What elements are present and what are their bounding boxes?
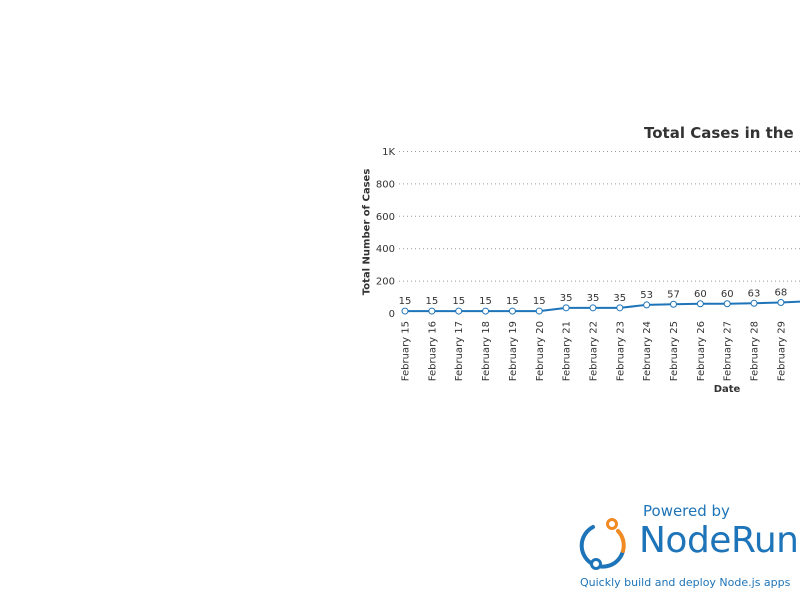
data-point[interactable]: [616, 304, 624, 312]
gridlines: [399, 151, 800, 282]
data-point[interactable]: [696, 300, 704, 308]
data-point[interactable]: [508, 307, 516, 315]
noderun-tagline: Quickly build and deploy Node.js apps: [580, 576, 791, 589]
chart-title: Total Cases in the U: [644, 124, 800, 142]
data-label: 60: [694, 289, 707, 300]
data-point[interactable]: [589, 304, 597, 312]
data-label: 68: [775, 287, 788, 298]
data-label: 60: [721, 289, 734, 300]
x-tick-label: February 16: [427, 321, 438, 381]
x-tick-label: February 24: [642, 321, 653, 381]
data-point[interactable]: [777, 298, 785, 306]
x-tick-label: February 27: [723, 321, 734, 381]
x-tick-label: February 18: [481, 321, 492, 381]
data-label: 15: [399, 296, 412, 307]
x-axis-title: Date: [714, 384, 741, 395]
y-tick-label: 0: [389, 309, 395, 320]
x-tick-label: February 15: [401, 321, 412, 381]
x-tick-label: February 17: [454, 321, 465, 381]
x-tick-label: February 28: [750, 321, 761, 381]
noderun-wordmark: NodeRun: [639, 520, 799, 561]
y-axis-tick-labels: 0 200 400 600 800 1K: [376, 147, 396, 320]
x-tick-label: February 23: [615, 321, 626, 381]
x-tick-label: February 26: [696, 321, 707, 381]
data-label: 63: [748, 288, 761, 299]
x-tick-label: February 19: [508, 321, 519, 381]
data-point[interactable]: [428, 307, 436, 315]
series-line: [405, 300, 800, 313]
data-point[interactable]: [643, 301, 651, 309]
data-label: 35: [613, 293, 626, 304]
x-tick-label: February 22: [588, 321, 599, 381]
x-axis-tick-labels: February 15 February 16 February 17 Februar…: [401, 321, 788, 381]
data-label: 15: [479, 296, 492, 307]
x-tick-label: February 21: [562, 321, 573, 381]
y-tick-label: 200: [376, 277, 395, 288]
data-label: 35: [587, 293, 600, 304]
data-point[interactable]: [401, 307, 409, 315]
x-tick-label: February 29: [776, 321, 787, 381]
data-label: 15: [425, 296, 438, 307]
data-label: 15: [452, 296, 465, 307]
data-point[interactable]: [750, 299, 758, 307]
data-point[interactable]: [535, 307, 543, 315]
noderun-branding[interactable]: Powered by NodeRun Quickly build and dep…: [578, 500, 800, 600]
x-tick-label: February 25: [669, 321, 680, 381]
data-point[interactable]: [723, 300, 731, 308]
y-tick-label: 600: [376, 212, 395, 223]
series-group: [401, 298, 800, 315]
y-axis-title: Total Number of Cases: [362, 169, 373, 296]
data-label: 15: [506, 296, 519, 307]
y-tick-label: 800: [376, 179, 395, 190]
data-point[interactable]: [562, 304, 570, 312]
data-labels: 15 15 15 15 15 15 35 35 35 53 57 60 60 63 68: [399, 287, 788, 307]
data-point[interactable]: [482, 307, 490, 315]
y-tick-label: 400: [376, 244, 395, 255]
y-tick-label: 1K: [382, 147, 395, 158]
x-tick-label: February 20: [535, 321, 546, 381]
data-label: 35: [560, 293, 573, 304]
noderun-logo-icon: [579, 518, 626, 570]
data-label: 57: [667, 289, 680, 300]
data-label: 15: [533, 296, 546, 307]
data-point[interactable]: [670, 300, 677, 308]
data-label: 53: [640, 290, 653, 301]
data-point[interactable]: [455, 307, 463, 315]
powered-by-text: Powered by: [643, 502, 730, 520]
